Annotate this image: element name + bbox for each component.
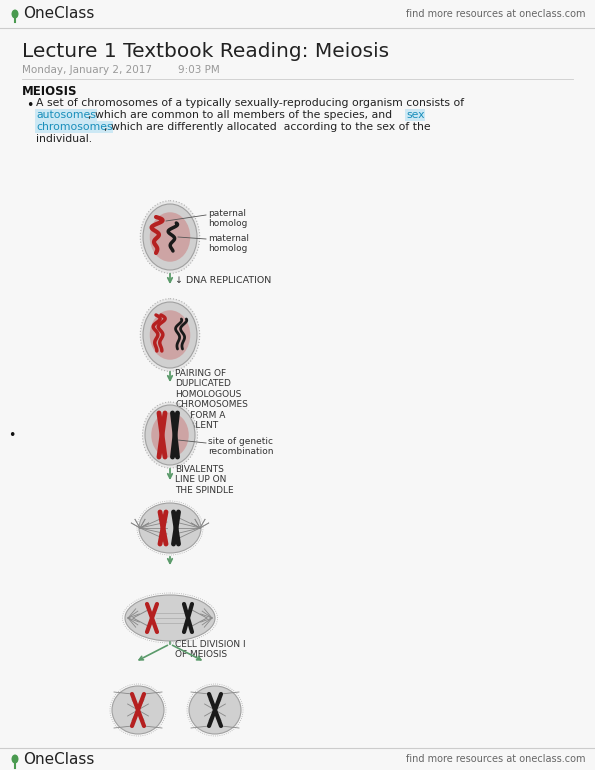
Ellipse shape (143, 204, 197, 270)
Text: •: • (8, 428, 15, 441)
Text: , which are differently allocated  according to the sex of the: , which are differently allocated accord… (104, 122, 431, 132)
Text: chromosomes: chromosomes (36, 122, 112, 132)
Ellipse shape (145, 405, 195, 465)
Text: PAIRING OF
DUPLICATED
HOMOLOGOUS
CHROMOSOMES
TO FORM A
BIVALENT: PAIRING OF DUPLICATED HOMOLOGOUS CHROMOS… (175, 369, 248, 430)
Text: site of genetic
recombination: site of genetic recombination (208, 437, 274, 457)
Ellipse shape (189, 686, 241, 734)
Ellipse shape (150, 310, 190, 360)
Text: sex: sex (406, 110, 424, 120)
Text: •: • (26, 99, 33, 112)
Text: Lecture 1 Textbook Reading: Meiosis: Lecture 1 Textbook Reading: Meiosis (22, 42, 389, 61)
Ellipse shape (150, 213, 190, 262)
Text: OneClass: OneClass (23, 752, 95, 766)
Text: BIVALENTS
LINE UP ON
THE SPINDLE: BIVALENTS LINE UP ON THE SPINDLE (175, 465, 234, 495)
Ellipse shape (11, 9, 18, 18)
Text: paternal
homolog: paternal homolog (208, 209, 248, 229)
Text: find more resources at oneclass.com: find more resources at oneclass.com (406, 754, 585, 764)
Ellipse shape (151, 413, 189, 457)
Text: OneClass: OneClass (23, 6, 95, 22)
Ellipse shape (143, 302, 197, 368)
Ellipse shape (125, 595, 215, 641)
Text: MEIOSIS: MEIOSIS (22, 85, 77, 98)
Ellipse shape (140, 201, 200, 273)
Text: CELL DIVISION I
OF MEIOSIS: CELL DIVISION I OF MEIOSIS (175, 640, 246, 659)
Text: individual.: individual. (36, 134, 92, 144)
Ellipse shape (142, 402, 198, 468)
Text: A set of chromosomes of a typically sexually-reproducing organism consists of: A set of chromosomes of a typically sexu… (36, 98, 464, 108)
Text: Monday, January 2, 2017        9:03 PM: Monday, January 2, 2017 9:03 PM (22, 65, 220, 75)
Ellipse shape (11, 755, 18, 764)
Text: find more resources at oneclass.com: find more resources at oneclass.com (406, 9, 585, 19)
Text: ↓ DNA REPLICATION: ↓ DNA REPLICATION (175, 276, 271, 285)
Ellipse shape (140, 299, 200, 371)
Text: maternal
homolog: maternal homolog (208, 234, 249, 253)
Ellipse shape (139, 503, 201, 553)
Ellipse shape (112, 686, 164, 734)
Text: autosomes: autosomes (36, 110, 96, 120)
Text: , which are common to all members of the species, and: , which are common to all members of the… (88, 110, 392, 120)
